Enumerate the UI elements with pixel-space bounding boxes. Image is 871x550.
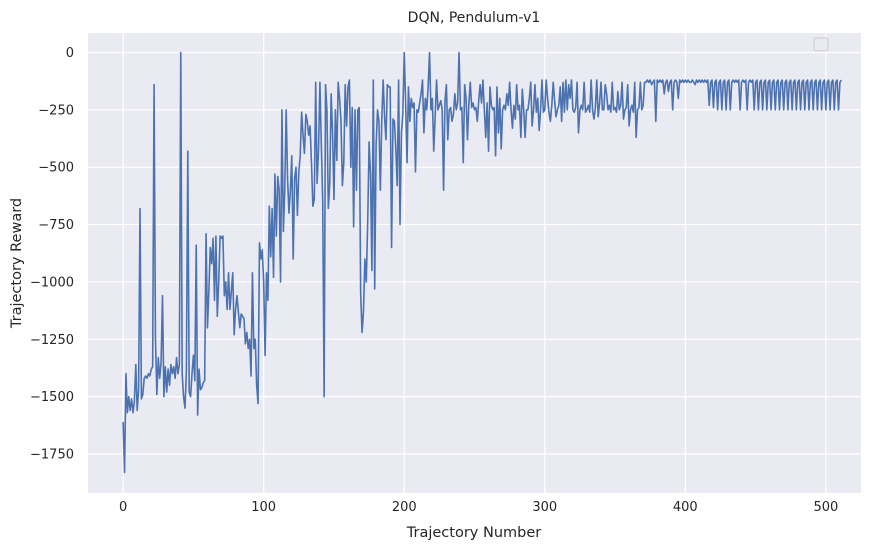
plot-area <box>88 33 861 493</box>
x-tick-label: 500 <box>813 500 838 515</box>
y-tick-label: −1250 <box>30 333 74 348</box>
y-tick-label: −1500 <box>30 390 74 405</box>
y-tick-label: −1000 <box>30 275 74 290</box>
series-layer <box>122 51 843 474</box>
tick-labels: 0 100 200 300 400 500 0 −250 −500 −750 −1000 −1250 −… <box>30 46 838 515</box>
y-tick-label: −750 <box>38 218 74 233</box>
grid-lines <box>88 33 861 493</box>
y-tick-label: −250 <box>38 103 74 118</box>
x-tick-label: 100 <box>251 500 276 515</box>
y-tick-label: −500 <box>38 161 74 176</box>
x-tick-label: 0 <box>119 500 127 515</box>
chart-title: DQN, Pendulum-v1 <box>408 10 541 26</box>
empty-legend-box <box>813 37 829 52</box>
y-tick-label: −1750 <box>30 447 74 462</box>
x-tick-label: 300 <box>532 500 557 515</box>
series-line <box>122 51 843 474</box>
x-tick-label: 400 <box>673 500 698 515</box>
x-axis-label: Trajectory Number <box>406 525 541 541</box>
x-tick-label: 200 <box>392 500 417 515</box>
y-axis-label: Trajectory Reward <box>9 198 25 329</box>
y-tick-label: 0 <box>66 46 74 61</box>
